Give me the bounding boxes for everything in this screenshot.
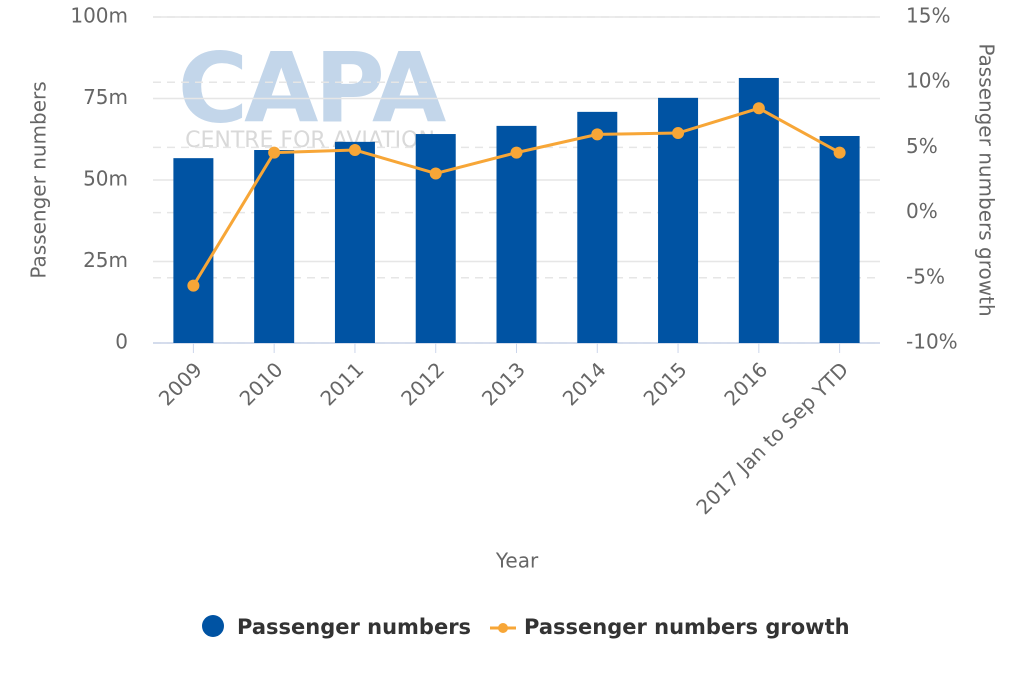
y2-tick-label: 15%	[906, 4, 950, 28]
legend-symbol	[498, 623, 508, 633]
y2-tick-label: -5%	[906, 264, 945, 288]
line-point	[429, 167, 442, 180]
watermark-title: CAPA	[178, 32, 446, 144]
legend-label[interactable]: Passenger numbers growth	[524, 615, 850, 639]
bar	[334, 141, 375, 343]
x-tick-label: 2010	[235, 357, 288, 410]
bar	[173, 158, 214, 343]
y2-tick-label: -10%	[906, 330, 958, 354]
y2-tick-label: 10%	[906, 69, 950, 93]
line-point	[591, 128, 604, 141]
line-point	[510, 146, 523, 159]
bar	[577, 111, 618, 343]
line-point	[672, 127, 685, 140]
y2-tick-label: 0%	[906, 199, 938, 223]
x-axis-title: Year	[495, 549, 539, 573]
line-point	[348, 144, 361, 157]
bar	[415, 134, 456, 343]
x-tick-label: 2013	[477, 357, 530, 410]
line-point	[833, 146, 846, 159]
y-tick-label: 25m	[83, 248, 128, 272]
y-tick-label: 0	[115, 330, 128, 354]
bar	[738, 77, 779, 343]
bar	[254, 150, 295, 343]
watermark-subtitle: CENTRE FOR AVIATION	[185, 128, 435, 153]
x-tick-label: 2014	[558, 357, 611, 410]
x-tick-label: 2009	[154, 357, 207, 410]
y-tick-label: 50m	[83, 167, 128, 191]
legend-symbol	[202, 615, 224, 637]
y2-axis-title: Passenger numbers growth	[975, 43, 999, 316]
line-point	[187, 279, 200, 292]
y-tick-label: 75m	[83, 85, 128, 109]
line-point	[752, 102, 765, 115]
x-tick-label: 2011	[315, 357, 368, 410]
x-tick-label: 2012	[396, 357, 449, 410]
y-axis-title: Passenger numbers	[27, 81, 51, 278]
bar	[819, 135, 860, 343]
y2-tick-label: 5%	[906, 134, 938, 158]
line-point	[268, 146, 281, 159]
bar	[496, 125, 537, 343]
legend-label[interactable]: Passenger numbers	[237, 615, 471, 639]
x-tick-label: 2016	[719, 357, 772, 410]
x-tick-label: 2015	[639, 357, 692, 410]
x-tick-label: 2017 Jan to Sep YTD	[691, 357, 853, 519]
y-tick-label: 100m	[70, 4, 128, 28]
